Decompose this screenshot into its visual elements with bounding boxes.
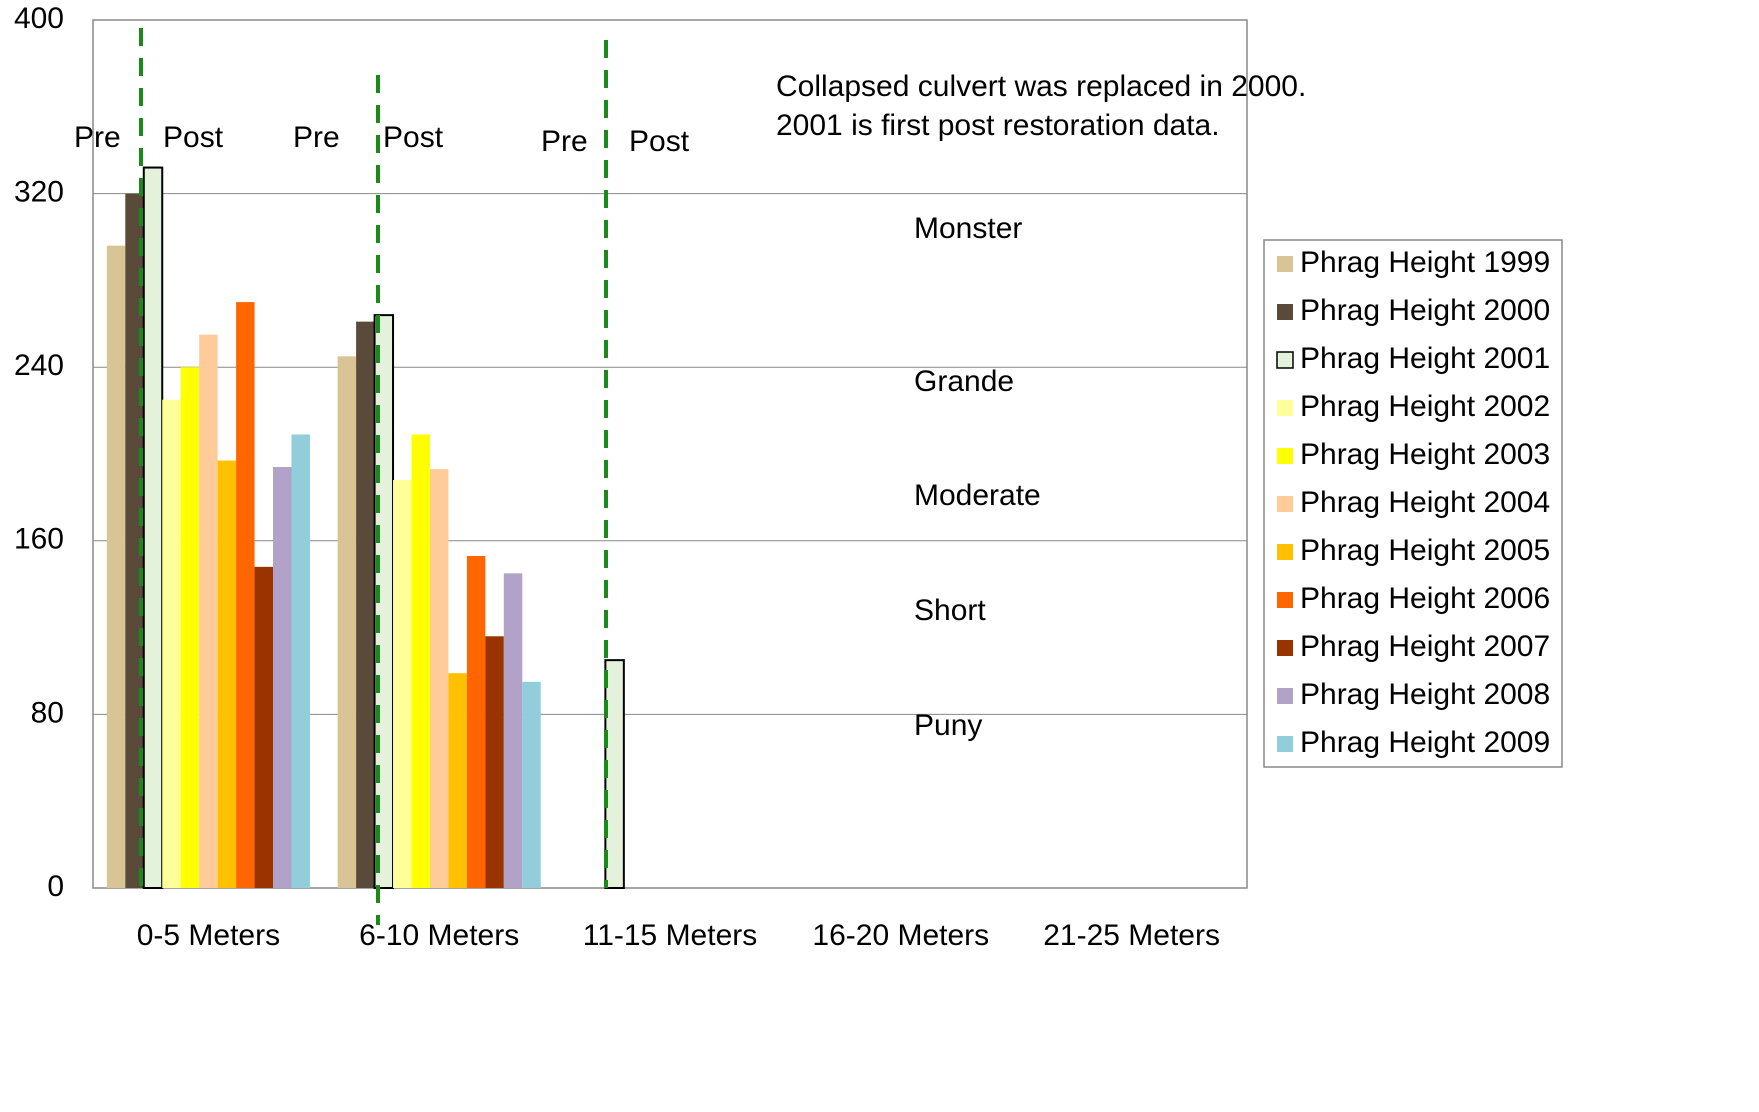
legend-swatch [1277,448,1293,464]
legend-label: Phrag Height 2008 [1300,678,1550,711]
bar [411,434,430,888]
note: Collapsed culvert was replaced in 2000. [776,70,1306,103]
note: 2001 is first post restoration data. [776,109,1220,142]
bar [180,367,200,888]
y-tick-label: 80 [31,696,64,729]
height-class: Moderate [914,479,1041,512]
legend-label: Phrag Height 2002 [1300,390,1550,423]
legend-swatch [1277,304,1293,320]
bars [93,19,1247,890]
legend-swatch [1277,400,1293,416]
phase-label: Post [383,121,444,154]
legend-label: Phrag Height 2004 [1300,486,1550,519]
bar [273,467,292,888]
bar [448,673,467,888]
y-tick-label: 160 [14,523,64,556]
legend-label: Phrag Height 2000 [1300,294,1550,327]
legend-label: Phrag Height 2003 [1300,438,1550,471]
y-tick-label: 0 [47,870,64,903]
legend-swatch [1277,496,1293,512]
legend-swatch [1277,640,1293,656]
height-class: Puny [914,709,982,742]
y-tick-label: 320 [14,176,64,209]
y-tick-label: 240 [14,349,64,382]
height-class: Monster [914,212,1022,245]
legend-swatch [1277,256,1293,272]
phase-label: Pre [74,121,121,154]
legend-label: Phrag Height 2006 [1300,582,1550,615]
bar [356,321,375,888]
bar [162,399,181,888]
bar [254,566,274,888]
legend-swatch [1277,544,1293,560]
height-class: Short [914,594,986,627]
x-tick-label: 6-10 Meters [359,919,519,952]
bar [199,334,218,888]
bar [503,573,523,888]
legend-box [1263,239,1563,768]
x-tick-label: 21-25 Meters [1043,919,1220,952]
legend-swatch [1277,688,1293,704]
x-tick-label: 0-5 Meters [137,919,280,952]
legend-label: Phrag Height 2005 [1300,534,1550,567]
bar [522,681,541,888]
legend-swatch [1277,736,1293,752]
legend-label: Phrag Height 2001 [1300,342,1550,375]
legend-swatch [1277,592,1293,608]
phase-label: Pre [293,121,340,154]
bar [236,302,255,889]
bar [393,480,412,888]
bar [217,460,237,888]
height-class: Grande [914,365,1014,398]
bar [429,469,449,888]
bar [466,555,486,888]
phase-label: Pre [541,125,588,158]
phase-label: Post [629,125,690,158]
bar [604,659,625,890]
x-tick-label: 16-20 Meters [812,919,989,952]
bar [337,356,357,889]
legend-label: Phrag Height 1999 [1300,246,1550,279]
bar [106,245,126,888]
bar [291,434,310,888]
phase-dividers [139,28,608,925]
x-tick-label: 11-15 Meters [583,919,758,952]
phase-label: Post [163,121,224,154]
legend-label: Phrag Height 2007 [1300,630,1550,663]
y-tick-label: 400 [14,2,64,35]
legend-swatch [1276,351,1294,369]
legend-label: Phrag Height 2009 [1300,726,1550,759]
bar [142,166,164,889]
bar [485,636,504,888]
